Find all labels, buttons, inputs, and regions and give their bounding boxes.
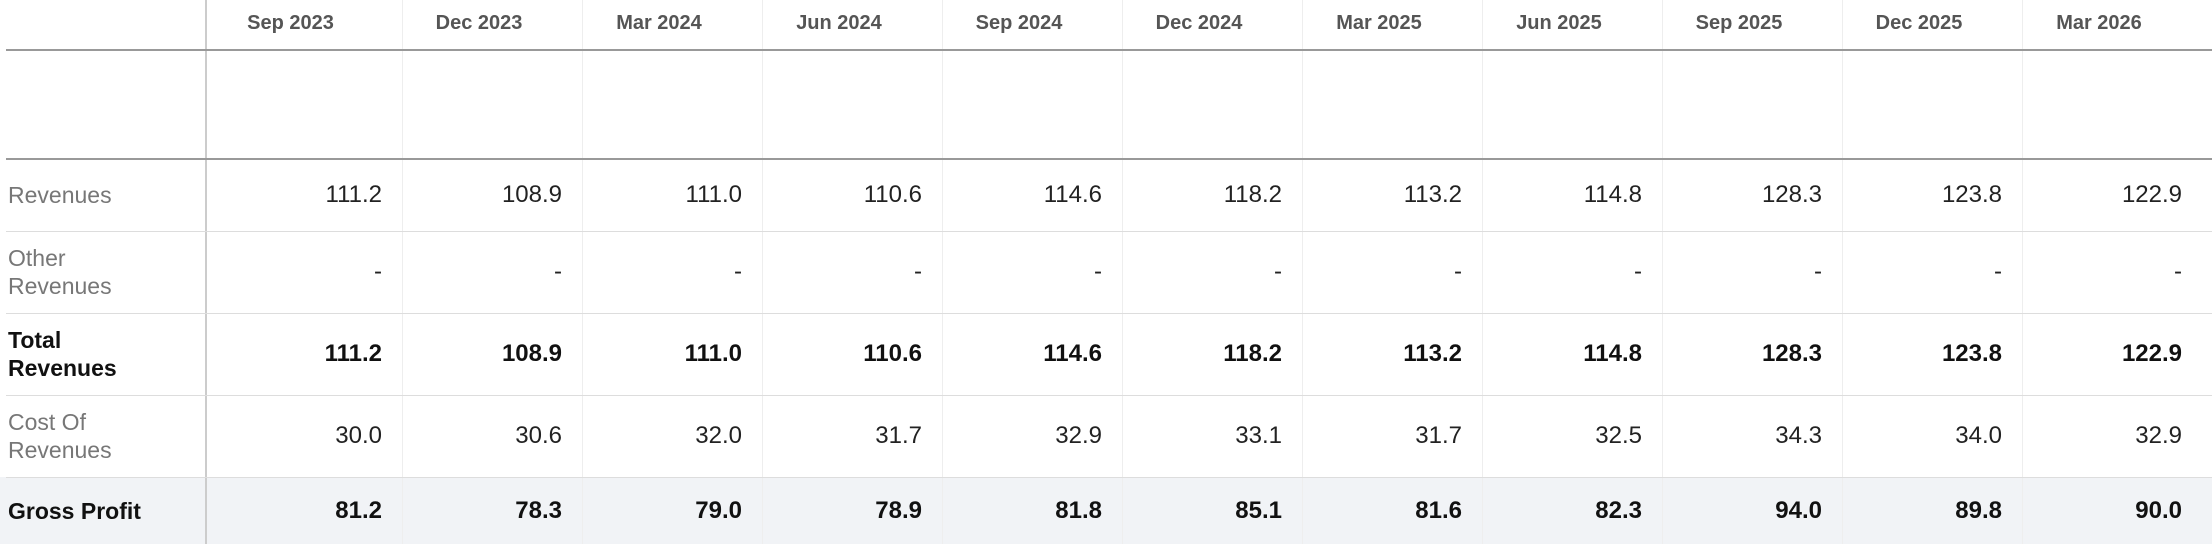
cell-value: 82.3 <box>1595 496 1642 524</box>
column-header: Mar 2026 <box>2056 12 2142 34</box>
cell-value: 94.0 <box>1775 496 1822 524</box>
column-header: Mar 2025 <box>1336 12 1422 34</box>
cell-value: - <box>1454 258 1462 285</box>
cell-value: 118.2 <box>1223 181 1282 208</box>
cell-value: 33.1 <box>1235 422 1282 449</box>
column-divider <box>1302 0 1303 544</box>
cell-value: 111.0 <box>684 340 742 367</box>
cell-value: 31.7 <box>875 422 922 449</box>
cell-value: 113.2 <box>1403 340 1462 367</box>
cell-value: 81.2 <box>335 496 382 524</box>
cell-value: - <box>1634 258 1642 285</box>
column-divider <box>582 0 583 544</box>
row-label: Revenues <box>8 182 112 208</box>
cell-value: - <box>554 258 562 285</box>
cell-value: 34.3 <box>1775 422 1822 449</box>
column-divider <box>942 0 943 544</box>
cell-value: 113.2 <box>1403 181 1462 208</box>
cell-value: - <box>914 258 922 285</box>
column-header: Dec 2024 <box>1155 12 1243 34</box>
cell-value: 114.8 <box>1583 340 1642 367</box>
cell-value: 79.0 <box>695 496 742 524</box>
column-header: Dec 2023 <box>435 12 523 34</box>
cell-value: 81.6 <box>1415 496 1462 524</box>
header-rule <box>6 49 2212 51</box>
cell-value: - <box>2174 258 2182 285</box>
cell-value: 114.6 <box>1043 340 1102 367</box>
cell-value: 78.9 <box>875 496 922 524</box>
section-rule <box>6 158 2212 160</box>
column-divider <box>762 0 763 544</box>
row-rule <box>6 231 2212 232</box>
column-header: Sep 2025 <box>1695 12 1783 34</box>
cell-value: 122.9 <box>2121 181 2182 208</box>
column-divider <box>1842 0 1843 544</box>
column-header: Jun 2024 <box>796 12 882 34</box>
cell-value: - <box>1994 258 2002 285</box>
cell-value: 30.0 <box>335 422 382 449</box>
row-label: Cost Of Revenues <box>8 409 112 463</box>
cell-value: 122.9 <box>2121 340 2182 367</box>
cell-value: - <box>1814 258 1822 285</box>
column-divider <box>2022 0 2023 544</box>
cell-value: - <box>374 258 382 285</box>
cell-value: 81.8 <box>1055 496 1102 524</box>
cell-value: - <box>734 258 742 285</box>
cell-value: 32.5 <box>1595 422 1642 449</box>
column-header: Sep 2023 <box>247 12 334 34</box>
cell-value: 108.9 <box>501 181 562 208</box>
column-header: Jun 2025 <box>1516 12 1602 34</box>
label-divider <box>205 0 207 544</box>
cell-value: 114.6 <box>1043 181 1102 208</box>
cell-value: 32.9 <box>1055 422 1102 449</box>
cell-value: 114.8 <box>1583 181 1642 208</box>
cell-value: 111.0 <box>685 181 743 208</box>
cell-value: - <box>1274 258 1282 285</box>
column-header: Sep 2024 <box>975 12 1063 34</box>
column-divider <box>402 0 403 544</box>
cell-value: 123.8 <box>1941 340 2002 367</box>
cell-value: 110.6 <box>863 340 922 367</box>
column-divider <box>1662 0 1663 544</box>
row-rule <box>6 395 2212 396</box>
row-rule <box>6 313 2212 314</box>
cell-value: 31.7 <box>1415 422 1462 449</box>
column-header: Dec 2025 <box>1875 12 1963 34</box>
cell-value: 111.2 <box>325 181 383 208</box>
column-divider <box>1122 0 1123 544</box>
row-rule <box>6 477 2212 478</box>
cell-value: 90.0 <box>2135 496 2182 524</box>
column-divider <box>1482 0 1483 544</box>
cell-value: 85.1 <box>1235 496 1282 524</box>
cell-value: 30.6 <box>515 422 562 449</box>
cell-value: 89.8 <box>1955 496 2002 524</box>
row-label: Gross Profit <box>8 497 141 524</box>
cell-value: - <box>1094 258 1102 285</box>
cell-value: 128.3 <box>1761 181 1822 208</box>
column-header: Mar 2024 <box>616 12 702 34</box>
cell-value: 32.9 <box>2135 422 2182 449</box>
row-shade <box>0 477 2212 544</box>
cell-value: 118.2 <box>1223 340 1282 367</box>
row-label: Other Revenues <box>8 245 112 299</box>
row-label: Total Revenues <box>8 327 117 381</box>
cell-value: 34.0 <box>1955 422 2002 449</box>
cell-value: 32.0 <box>695 422 742 449</box>
cell-value: 123.8 <box>1941 181 2002 208</box>
cell-value: 110.6 <box>863 181 922 208</box>
cell-value: 128.3 <box>1761 340 1822 367</box>
cell-value: 78.3 <box>515 496 562 524</box>
cell-value: 111.2 <box>324 340 382 367</box>
cell-value: 108.9 <box>501 340 562 367</box>
